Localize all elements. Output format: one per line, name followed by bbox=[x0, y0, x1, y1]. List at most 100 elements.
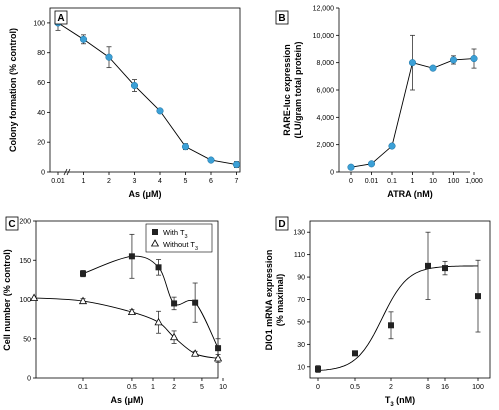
y-tick-label: 2,000 bbox=[316, 142, 334, 149]
x-tick-label: 2 bbox=[107, 178, 111, 185]
data-point bbox=[169, 332, 179, 341]
x-tick-label: 1,000 bbox=[465, 178, 483, 185]
y-tick-label: 90 bbox=[297, 275, 305, 282]
data-point bbox=[155, 264, 162, 271]
panel-label-box bbox=[5, 216, 19, 231]
data-point bbox=[213, 353, 223, 362]
data-point bbox=[408, 59, 417, 67]
series-line bbox=[34, 297, 219, 359]
y-tick-label: 200 bbox=[19, 219, 31, 226]
y-tick-label: 4,000 bbox=[316, 115, 334, 122]
x-tick-label: 0 bbox=[316, 384, 320, 391]
x-tick-label: 4 bbox=[158, 178, 162, 185]
x-tick-label: 5 bbox=[184, 178, 188, 185]
data-point bbox=[388, 322, 394, 329]
data-point bbox=[388, 142, 396, 150]
y-tick-label: 10,000 bbox=[313, 33, 335, 40]
panel-label: C bbox=[8, 219, 15, 230]
y-tick-label: 50 bbox=[297, 319, 305, 326]
panel-label: A bbox=[57, 13, 64, 24]
panel-label: D bbox=[278, 219, 285, 230]
legend-label-without-t3: Without T3 bbox=[163, 240, 198, 252]
x-tick-label: 1 bbox=[82, 178, 86, 185]
data-point bbox=[191, 349, 200, 357]
y-tick-label: 70 bbox=[297, 297, 305, 304]
x-tick-label: 0 bbox=[349, 178, 353, 185]
data-point bbox=[347, 163, 355, 171]
x-axis-label: As (μM) bbox=[128, 189, 161, 199]
y-tick-label: 6,000 bbox=[316, 88, 334, 95]
data-point bbox=[449, 56, 458, 64]
panel-d: 10 30 50 70 90 110 130 0 0.5 2 8 16 100 T3 (nM) DIO1 m… bbox=[264, 216, 491, 408]
x-tick-label: 10 bbox=[219, 384, 227, 391]
data-point bbox=[181, 143, 190, 151]
data-point bbox=[29, 293, 39, 301]
legend-marker-without-t3 bbox=[150, 239, 160, 247]
panel-label-box bbox=[275, 216, 289, 231]
x-axis-label: ATRA (nM) bbox=[387, 189, 432, 199]
y-tick-label: 80 bbox=[37, 50, 45, 57]
data-point bbox=[79, 35, 88, 43]
y-tick-label: 8,000 bbox=[316, 60, 334, 67]
data-point bbox=[232, 160, 241, 169]
series-line bbox=[57, 22, 237, 165]
x-axis-label: As (μM) bbox=[110, 395, 143, 405]
y-axis-label: RARE-luc expression(LU/gram total protei… bbox=[282, 42, 303, 139]
y-tick-label: 0 bbox=[41, 170, 45, 177]
axis-break bbox=[66, 168, 71, 176]
fit-curve bbox=[317, 265, 478, 371]
x-tick-label: 0.5 bbox=[350, 384, 360, 391]
x-tick-label: 1 bbox=[411, 178, 415, 185]
y-tick-label: 100 bbox=[19, 297, 31, 304]
plot-frame bbox=[309, 220, 491, 379]
data-point bbox=[470, 55, 478, 63]
y-axis-label: Cell number (% control) bbox=[2, 249, 12, 351]
panel-b: 0 2,000 4,000 6,000 8,000 10,000 12,000 0 0.01 0.… bbox=[275, 6, 483, 199]
y-axis-label: DIO1 mRNA expression(% maximal) bbox=[264, 250, 285, 351]
panel-label-box bbox=[275, 10, 289, 25]
plot-frame bbox=[49, 7, 241, 173]
y-tick-label: 60 bbox=[37, 80, 45, 87]
x-tick-label: 0.1 bbox=[78, 384, 88, 391]
data-point bbox=[171, 300, 178, 307]
data-point bbox=[105, 53, 113, 61]
y-tick-label: 50 bbox=[23, 336, 31, 343]
data-point bbox=[367, 160, 376, 168]
y-tick-label: 10 bbox=[297, 364, 305, 371]
x-tick-label: 16 bbox=[441, 384, 449, 391]
data-point bbox=[128, 253, 135, 260]
data-point bbox=[475, 293, 481, 300]
data-point bbox=[156, 107, 164, 115]
x-tick-label: 10 bbox=[429, 178, 437, 185]
legend-marker-with-t3 bbox=[152, 229, 158, 235]
y-axis-label: Colony formation (% control) bbox=[8, 28, 18, 152]
y-tick-label: 40 bbox=[37, 110, 45, 117]
x-tick-label: 0.01 bbox=[365, 178, 379, 185]
panel-label-box bbox=[54, 10, 68, 25]
y-tick-label: 0 bbox=[27, 376, 31, 383]
x-tick-label: 0.01 bbox=[51, 178, 65, 185]
x-tick-label: 8 bbox=[426, 384, 430, 391]
y-tick-label: 30 bbox=[297, 342, 305, 349]
data-point bbox=[425, 262, 431, 269]
y-tick-label: 130 bbox=[293, 230, 305, 237]
x-tick-label: 0.1 bbox=[387, 178, 397, 185]
x-tick-label: 5 bbox=[200, 384, 204, 391]
data-point bbox=[315, 366, 321, 373]
x-tick-label: 100 bbox=[448, 178, 460, 185]
data-point bbox=[352, 350, 358, 357]
x-tick-label: 3 bbox=[133, 178, 137, 185]
x-tick-label: 6 bbox=[209, 178, 213, 185]
data-point bbox=[207, 156, 215, 164]
data-point bbox=[442, 265, 448, 272]
panel-a: 0 20 40 60 80 100 0.01 1 2 3 4 5 6 7 As (μM) Colony for… bbox=[8, 7, 241, 199]
y-tick-label: 100 bbox=[33, 20, 45, 27]
data-point bbox=[192, 299, 199, 306]
x-tick-label: 100 bbox=[472, 384, 484, 391]
panel-label: B bbox=[278, 13, 285, 24]
data-point bbox=[130, 81, 139, 90]
y-tick-label: 20 bbox=[37, 140, 45, 147]
data-point bbox=[154, 317, 163, 326]
